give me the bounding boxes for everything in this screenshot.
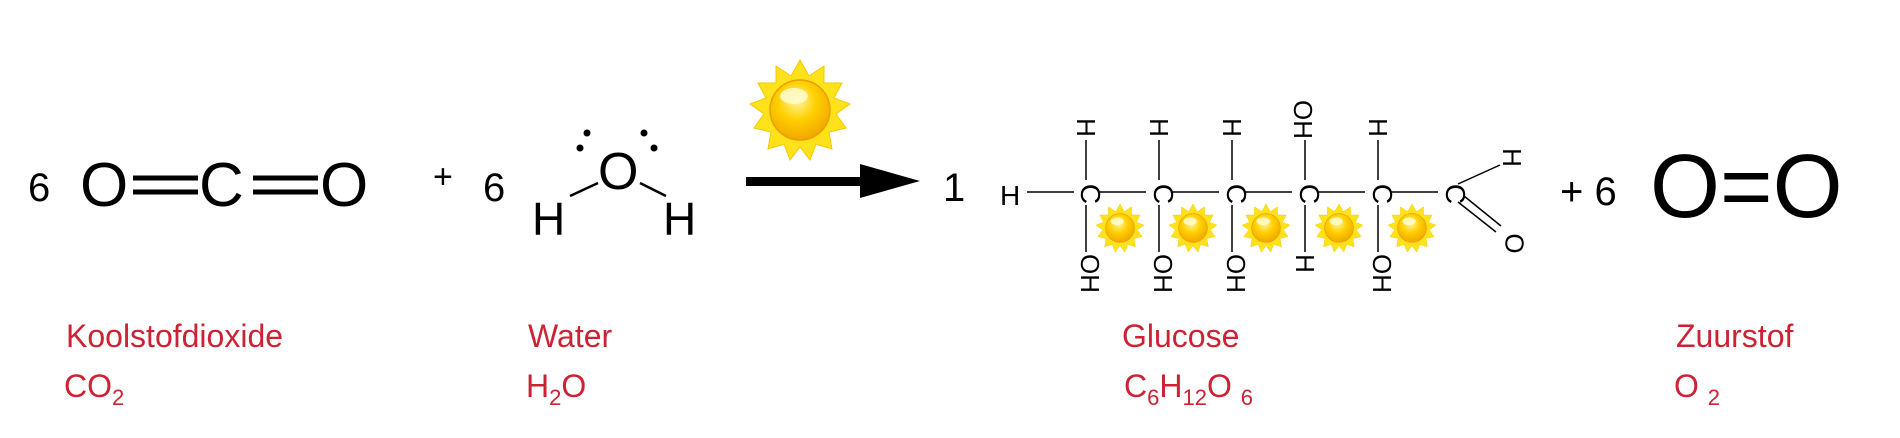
oxygen-molecule: O=O [1650, 137, 1843, 237]
glucose-suns [1095, 203, 1437, 253]
oxygen-coefficient: + 6 [1560, 170, 1617, 214]
co2-oxygen-left: O [80, 151, 129, 220]
formula-part: O [561, 368, 587, 404]
co2-name-label: Koolstofdioxide [66, 318, 284, 354]
formula-part: H [526, 368, 550, 404]
oxygen-name-label: Zuurstof [1676, 318, 1794, 354]
formula-subscript: 12 [1182, 385, 1207, 410]
h2o-lone-pairs [576, 129, 658, 152]
co2-oxygen-right: O [320, 151, 369, 220]
formula-part: O [1206, 368, 1241, 404]
formula-subscript: 2 [112, 385, 125, 410]
sun-icon [1241, 203, 1291, 253]
formula-part: H [1159, 368, 1183, 404]
co2-coefficient: 6 [28, 166, 51, 210]
glucose-left-hydrogen: H [1000, 180, 1021, 211]
glucose-coefficient: 1 [943, 166, 966, 210]
glucose-formula-label: C6H12O 6 [1124, 368, 1253, 409]
glucose-bonds [1027, 140, 1502, 252]
formula-subscript: 6 [1240, 385, 1253, 410]
formula-subscript: 2 [1707, 385, 1721, 410]
h2o-hydrogen-right: H [663, 193, 697, 245]
h2o-bonds [569, 181, 667, 198]
sun-icon [1314, 203, 1364, 253]
formula-part: C [1124, 368, 1148, 404]
oxygen-formula-label: O 2 [1674, 368, 1720, 409]
co2-bonds [133, 175, 318, 195]
formula-part: O [1674, 368, 1708, 404]
water-formula-label: H2O [526, 368, 587, 409]
h2o-hydrogen-left: H [532, 193, 566, 245]
sun-icon [1387, 203, 1437, 253]
h2o-coefficient: 6 [483, 166, 506, 210]
sun-icon [1095, 203, 1145, 253]
co2-formula-label: CO2 [64, 368, 124, 409]
glucose-name-label: Glucose [1122, 318, 1240, 354]
formula-subscript: 6 [1147, 385, 1160, 410]
reaction-arrow-icon [746, 164, 920, 198]
formula-part: CO [64, 368, 112, 404]
sun-icon [1168, 203, 1218, 253]
water-name-label: Water [528, 318, 613, 354]
sun-icon [749, 59, 851, 161]
formula-subscript: 2 [549, 385, 562, 410]
reactant-plus-sign: + [433, 158, 453, 196]
h2o-oxygen: O [598, 143, 639, 201]
co2-carbon: C [199, 151, 244, 220]
